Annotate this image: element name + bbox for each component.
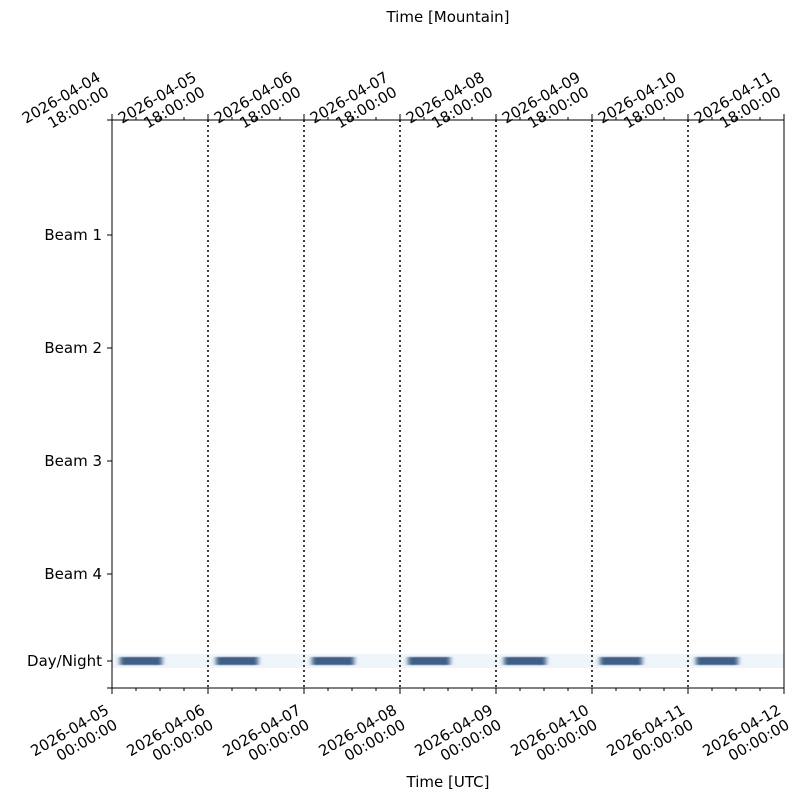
x2-tick-label: 2026-04-0518:00:00 <box>115 68 208 142</box>
y-tick-label: Beam 1 <box>44 226 102 244</box>
x-tick-label: 2026-04-0500:00:00 <box>27 701 120 775</box>
x2-tick-label: 2026-04-0618:00:00 <box>211 68 304 142</box>
night-segment <box>696 657 738 665</box>
y-tick-label: Beam 2 <box>44 339 102 357</box>
x2-tick-label: 2026-04-1118:00:00 <box>691 68 784 142</box>
plot-frame <box>111 119 785 689</box>
night-segment <box>408 657 450 665</box>
night-segment <box>600 657 642 665</box>
x2-tick-label: 2026-04-0918:00:00 <box>499 68 592 142</box>
night-segment <box>504 657 546 665</box>
x2-axis-label: Time [Mountain] <box>385 8 509 26</box>
x2-tick-label: 2026-04-0418:00:00 <box>19 68 112 142</box>
y-tick-label: Beam 4 <box>44 565 102 583</box>
night-segment <box>120 657 162 665</box>
x2-tick-label: 2026-04-0818:00:00 <box>403 68 496 142</box>
x-tick-label: 2026-04-0600:00:00 <box>123 701 216 775</box>
y-tick-label: Beam 3 <box>44 452 102 470</box>
x2-tick-label: 2026-04-0718:00:00 <box>307 68 400 142</box>
x-tick-label: 2026-04-0700:00:00 <box>219 701 312 775</box>
x2-tick-label: 2026-04-1018:00:00 <box>595 68 688 142</box>
night-segment <box>312 657 354 665</box>
night-segment <box>216 657 258 665</box>
x-tick-label: 2026-04-0800:00:00 <box>315 701 408 775</box>
x-tick-label: 2026-04-0900:00:00 <box>411 701 504 775</box>
x-tick-label: 2026-04-1000:00:00 <box>507 701 600 775</box>
x-tick-label: 2026-04-1200:00:00 <box>699 701 792 775</box>
x-tick-label: 2026-04-1100:00:00 <box>603 701 696 775</box>
x-axis-label: Time [UTC] <box>406 773 490 791</box>
y-tick-label: Day/Night <box>27 652 102 670</box>
